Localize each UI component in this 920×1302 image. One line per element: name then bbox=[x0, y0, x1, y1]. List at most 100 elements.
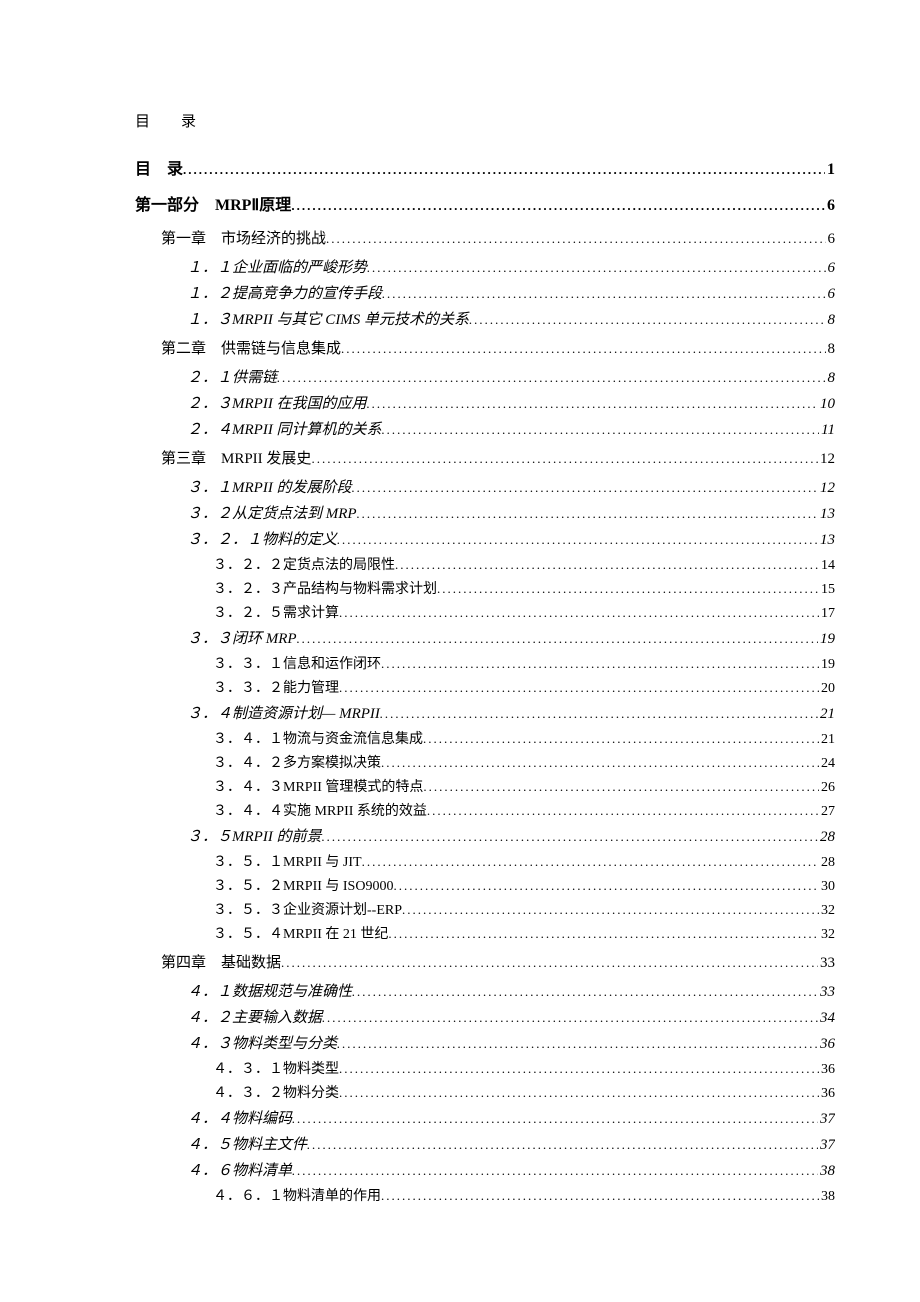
toc-leader-dots bbox=[297, 631, 818, 647]
toc-leader-dots bbox=[382, 286, 825, 302]
toc-entry: ４．４物料编码37 bbox=[135, 1107, 835, 1128]
toc-entry-label: ３．４．１物流与资金流信息集成 bbox=[213, 728, 423, 748]
toc-entry: ４．２主要输入数据34 bbox=[135, 1006, 835, 1027]
toc-leader-dots bbox=[380, 706, 818, 722]
toc-entry-label: ３．５．４MRPII 在 21 世纪 bbox=[213, 923, 388, 943]
toc-entry: ３．５MRPII 的前景 28 bbox=[135, 825, 835, 846]
toc-entry: ４．１数据规范与准确性33 bbox=[135, 980, 835, 1001]
toc-entry-page: 21 bbox=[818, 706, 835, 723]
toc-leader-dots bbox=[326, 231, 825, 247]
toc-entry-label: ３．３．１信息和运作闭环 bbox=[213, 653, 381, 673]
toc-entry-page: 1 bbox=[825, 161, 835, 179]
toc-entry-page: 6 bbox=[825, 197, 835, 215]
toc-entry-page: 11 bbox=[819, 422, 835, 439]
toc-entry: ３．２．２定货点法的局限性 14 bbox=[135, 554, 835, 574]
toc-entry-page: 37 bbox=[818, 1111, 835, 1128]
toc-leader-dots bbox=[292, 1163, 818, 1179]
toc-entry: 第三章 MRPII 发展史12 bbox=[135, 447, 835, 468]
toc-entry: １．２提高竞争力的宣传手段6 bbox=[135, 282, 835, 303]
toc-entry-page: 28 bbox=[819, 855, 835, 871]
toc-entry-page: 8 bbox=[826, 341, 836, 358]
toc-entry-page: 19 bbox=[818, 631, 835, 648]
toc-entry: ３．４．４实施 MRPII 系统的效益 27 bbox=[135, 800, 835, 820]
toc-leader-dots bbox=[322, 829, 818, 845]
toc-entry-label: ２．１供需链 bbox=[187, 366, 277, 387]
toc-entry-label: ３．４制造资源计划— MRPII bbox=[187, 702, 380, 723]
toc-entry: 第一部分 MRPⅡ原理 6 bbox=[135, 191, 835, 215]
toc-entry-page: 28 bbox=[818, 829, 835, 846]
toc-leader-dots bbox=[388, 926, 819, 942]
toc-entry-label: ２．４MRPII 同计算机的关系 bbox=[187, 418, 382, 439]
toc-leader-dots bbox=[381, 1188, 819, 1204]
toc-leader-dots bbox=[337, 1036, 818, 1052]
toc-leader-dots bbox=[183, 162, 825, 178]
toc-entry-page: 36 bbox=[819, 1062, 835, 1078]
toc-entry-label: ３．４．４实施 MRPII 系统的效益 bbox=[213, 800, 427, 820]
toc-entry-label: ３．１MRPII 的发展阶段 bbox=[187, 476, 352, 497]
toc-entry: 第二章 供需链与信息集成8 bbox=[135, 337, 835, 358]
toc-entry-label: ４．５物料主文件 bbox=[187, 1133, 307, 1154]
toc-entry: ３．５．４MRPII 在 21 世纪 32 bbox=[135, 923, 835, 943]
toc-entry-page: 27 bbox=[819, 804, 835, 820]
toc-entry: ３．４制造资源计划— MRPII 21 bbox=[135, 702, 835, 723]
toc-entry-label: 第四章 基础数据 bbox=[161, 951, 281, 972]
toc-leader-dots bbox=[322, 1010, 818, 1026]
toc-entry: １．１企业面临的严峻形势6 bbox=[135, 256, 835, 277]
toc-leader-dots bbox=[281, 955, 818, 971]
toc-entry-label: ３．２．２定货点法的局限性 bbox=[213, 554, 395, 574]
toc-entry-label: ３．２．１物料的定义 bbox=[187, 528, 337, 549]
toc-entry-page: 15 bbox=[819, 582, 835, 598]
toc-leader-dots bbox=[393, 878, 819, 894]
toc-entry-label: １．３MRPII 与其它 CIMS 单元技术的关系 bbox=[187, 308, 469, 329]
toc-entry-page: 38 bbox=[819, 1189, 835, 1205]
toc-entry-page: 33 bbox=[818, 955, 835, 972]
toc-entry: ４．３．２物料分类36 bbox=[135, 1082, 835, 1102]
toc-entry: ３．４．３MRPII 管理模式的特点26 bbox=[135, 776, 835, 796]
toc-entry-page: 19 bbox=[819, 657, 835, 673]
toc-entry-label: １．１企业面临的严峻形势 bbox=[187, 256, 367, 277]
toc-entry-page: 36 bbox=[818, 1036, 835, 1053]
document-page: 目 录 目 录1第一部分 MRPⅡ原理6第一章 市场经济的挑战6１．１企业面临的… bbox=[0, 0, 920, 1302]
toc-leader-dots bbox=[339, 1061, 819, 1077]
toc-entry: ３．２从定货点法到 MRP13 bbox=[135, 502, 835, 523]
toc-entry-label: ４．６．１物料清单的作用 bbox=[213, 1185, 381, 1205]
toc-entry-page: 8 bbox=[826, 370, 836, 387]
toc-entry: 第四章 基础数据 33 bbox=[135, 951, 835, 972]
toc-entry-label: ４．６物料清单 bbox=[187, 1159, 292, 1180]
toc-entry-label: ４．３．２物料分类 bbox=[213, 1082, 339, 1102]
toc-entry: 第一章 市场经济的挑战 6 bbox=[135, 227, 835, 248]
toc-leader-dots bbox=[352, 984, 818, 1000]
toc-leader-dots bbox=[427, 803, 819, 819]
toc-entry-page: 34 bbox=[818, 1010, 835, 1027]
toc-entry-page: 32 bbox=[819, 927, 835, 943]
toc-entry: ３．３．１信息和运作闭环 19 bbox=[135, 653, 835, 673]
toc-entry-label: ２．３MRPII 在我国的应用 bbox=[187, 392, 367, 413]
toc-entry: ４．３物料类型与分类36 bbox=[135, 1032, 835, 1053]
page-title: 目 录 bbox=[135, 110, 835, 131]
toc-leader-dots bbox=[402, 902, 819, 918]
toc-entry-page: 33 bbox=[818, 984, 835, 1001]
toc-entry-page: 32 bbox=[819, 903, 835, 919]
toc-entry: ４．６．１物料清单的作用 38 bbox=[135, 1185, 835, 1205]
toc-entry-page: 21 bbox=[819, 732, 835, 748]
toc-entry: ３．５．２MRPII 与 ISO900030 bbox=[135, 875, 835, 895]
toc-entry-label: 第一部分 MRPⅡ原理 bbox=[135, 191, 291, 215]
toc-entry-label: 第一章 市场经济的挑战 bbox=[161, 227, 326, 248]
toc-entry-page: 6 bbox=[826, 231, 836, 248]
toc-leader-dots bbox=[341, 341, 825, 357]
toc-entry: ２．１供需链 8 bbox=[135, 366, 835, 387]
toc-entry-page: 8 bbox=[826, 312, 836, 329]
toc-entry-label: ３．２．３产品结构与物料需求计划 bbox=[213, 578, 437, 598]
toc-entry: ３．２．３产品结构与物料需求计划 15 bbox=[135, 578, 835, 598]
toc-entry-label: ３．２．５需求计算 bbox=[213, 602, 339, 622]
toc-entry-page: 20 bbox=[819, 681, 835, 697]
toc-entry-label: ３．４．３MRPII 管理模式的特点 bbox=[213, 776, 423, 796]
toc-entry: ３．３闭环 MRP19 bbox=[135, 627, 835, 648]
toc-leader-dots bbox=[362, 854, 819, 870]
toc-entry-page: 14 bbox=[819, 558, 835, 574]
toc-leader-dots bbox=[381, 656, 819, 672]
toc-entry-label: ３．５MRPII 的前景 bbox=[187, 825, 322, 846]
toc-leader-dots bbox=[291, 198, 825, 214]
toc-entry: ３．５．１MRPII 与 JIT28 bbox=[135, 851, 835, 871]
toc-entry-label: 第三章 MRPII 发展史 bbox=[161, 447, 311, 468]
